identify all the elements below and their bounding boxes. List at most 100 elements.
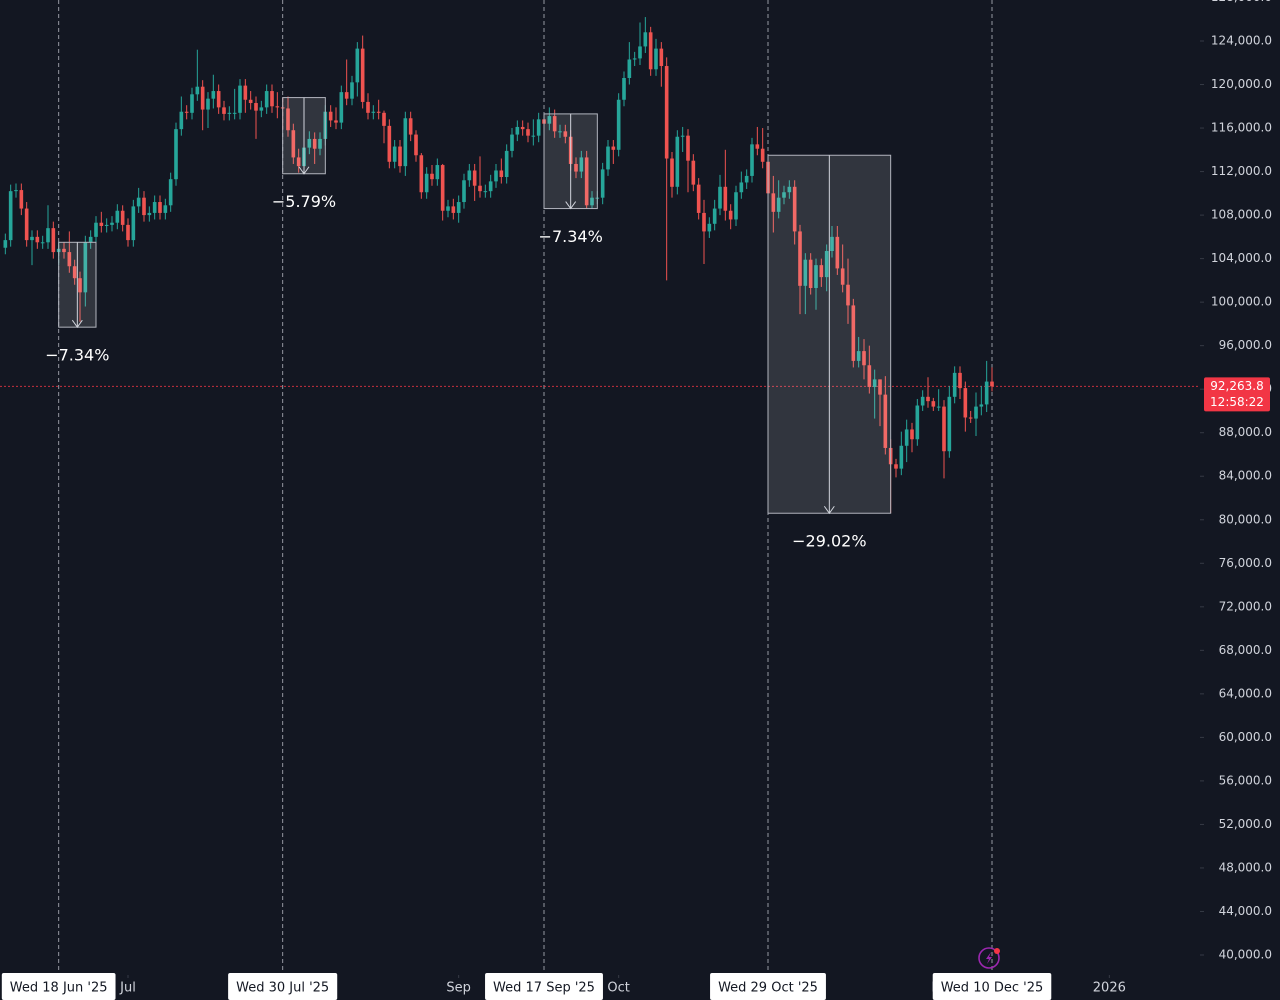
candle-body: [611, 146, 616, 150]
candle-body: [974, 406, 978, 419]
candle-body: [627, 59, 632, 78]
candle-body: [643, 32, 648, 47]
candle-body: [467, 170, 472, 181]
x-tick-label: Oct: [607, 981, 629, 996]
candle-body: [179, 111, 184, 130]
alert-bolt: [986, 952, 992, 964]
candle-body: [19, 190, 24, 209]
candle-body: [787, 186, 792, 193]
candle-body: [723, 186, 728, 211]
measure-arrowhead: [823, 505, 835, 515]
candle-body: [824, 251, 829, 278]
y-tick-label: 100,000.0: [1211, 295, 1272, 309]
candle-body: [680, 135, 685, 137]
y-tick-label: 72,000.0: [1219, 599, 1272, 613]
candle-body: [14, 190, 18, 192]
candle-body: [931, 401, 936, 407]
candle-body: [675, 136, 680, 187]
candle-body: [40, 242, 45, 244]
candle-body: [147, 212, 152, 216]
candle-body: [291, 130, 296, 158]
candle-body: [403, 118, 408, 167]
y-tick-label: 40,000.0: [1219, 948, 1272, 962]
candle-body: [755, 144, 760, 149]
candle-body: [712, 208, 717, 224]
y-tick-label: 76,000.0: [1219, 556, 1272, 570]
candle-body: [392, 146, 397, 162]
candle-body: [531, 135, 536, 137]
candle-body: [510, 134, 514, 151]
candle-body: [163, 205, 168, 213]
alert-icon: [978, 947, 1000, 969]
candle-body: [99, 222, 104, 226]
candle-body: [382, 112, 386, 126]
marker-date-box: [710, 973, 826, 1000]
candle-body: [270, 91, 274, 107]
candle-body: [350, 82, 354, 99]
candle-body: [126, 224, 130, 241]
candle-body: [78, 278, 82, 293]
candle-body: [579, 157, 584, 172]
candle-body: [435, 165, 440, 180]
candle-body: [563, 131, 568, 137]
candle-body: [334, 120, 338, 123]
candle-body: [856, 351, 861, 361]
candle-body: [654, 48, 658, 70]
candle-body: [462, 180, 466, 203]
candle-body: [115, 210, 120, 223]
candle-body: [312, 138, 317, 149]
alert-dot: [994, 948, 1000, 954]
measure-arrowhead: [71, 319, 83, 329]
candle-body: [718, 186, 722, 209]
candle-body: [478, 185, 482, 192]
candle-body: [483, 191, 488, 193]
candle-body: [894, 464, 898, 469]
candle-body: [707, 223, 712, 232]
candle-body: [30, 236, 34, 241]
candle-body: [606, 146, 610, 170]
candle-body: [728, 210, 733, 220]
y-tick-label: 104,000.0: [1211, 251, 1272, 265]
candle-body: [254, 103, 258, 111]
marker-date-box: [485, 973, 603, 1000]
candle-body: [83, 242, 88, 293]
candle-body: [814, 265, 818, 288]
y-tick-label: 120,000.0: [1211, 77, 1272, 91]
candle-body: [851, 305, 856, 361]
candle-body: [264, 91, 269, 108]
y-tick-label: 48,000.0: [1219, 860, 1272, 874]
measure-label: −7.34%: [539, 227, 603, 246]
candle-body: [803, 259, 808, 286]
candle-body: [168, 179, 173, 206]
candle-body: [984, 381, 989, 405]
candle-body: [696, 184, 701, 213]
candle-body: [446, 206, 450, 211]
x-tick-label: Sep: [446, 981, 471, 996]
candle-body: [142, 197, 146, 216]
candle-body: [184, 111, 189, 113]
candle-body: [227, 112, 232, 114]
measure-label: −29.02%: [792, 532, 866, 551]
candle-body: [206, 98, 210, 110]
measure-arrowhead: [298, 166, 310, 175]
marker-date-label: Wed 29 Oct '25: [718, 981, 818, 996]
candle-body: [739, 182, 744, 193]
candle-body: [430, 173, 434, 180]
candle-body: [35, 236, 40, 243]
candle-body: [190, 94, 194, 113]
candle-body: [659, 48, 664, 67]
candle-body: [830, 236, 834, 252]
candle-body: [872, 379, 877, 388]
candle-body: [216, 91, 221, 108]
candle-body: [232, 112, 237, 114]
candle-body: [744, 175, 749, 183]
y-tick-label: 56,000.0: [1219, 773, 1272, 787]
candle-body: [670, 158, 674, 187]
candle-body: [488, 181, 493, 192]
x-tick-label: 2026: [1093, 981, 1126, 996]
marker-date-label: Wed 10 Dec '25: [941, 981, 1044, 996]
candle-body: [195, 86, 200, 95]
candle-body: [131, 206, 136, 241]
candle-body: [664, 66, 669, 159]
